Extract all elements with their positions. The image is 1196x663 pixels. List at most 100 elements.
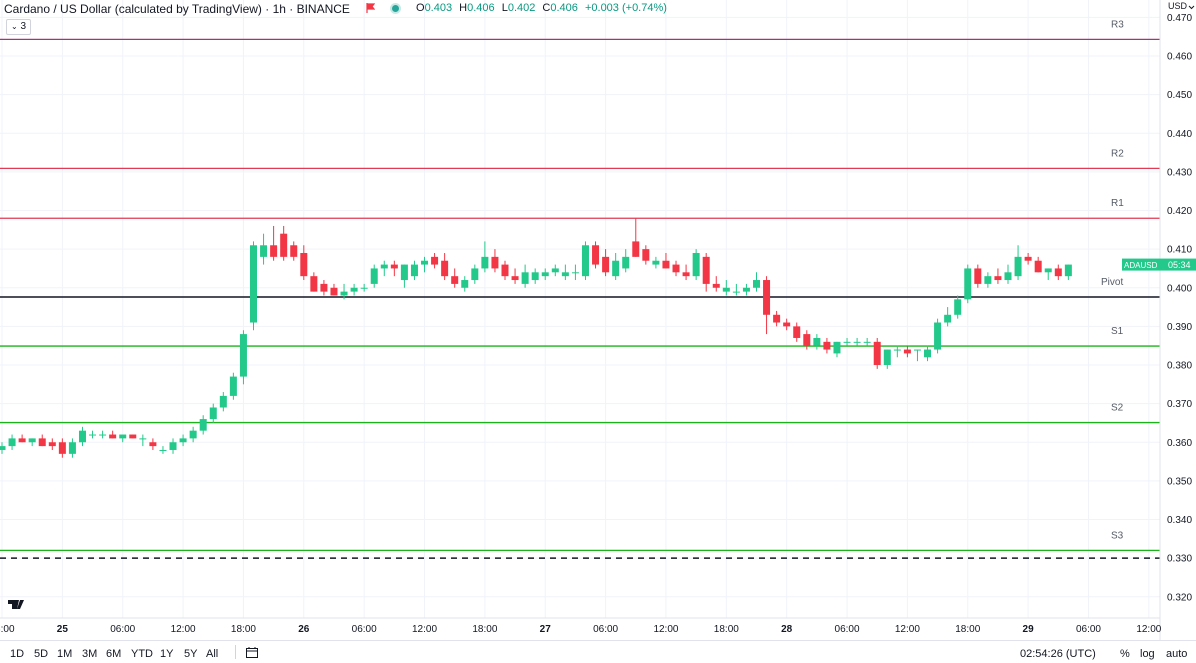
calendar-icon[interactable] [246, 647, 258, 658]
candle-body [1054, 268, 1062, 277]
candle-body [964, 268, 972, 300]
chart-grid [0, 0, 1160, 618]
candle-body [1004, 272, 1012, 281]
candle-body [400, 264, 408, 281]
candle-body [270, 245, 278, 257]
symbol-title[interactable]: Cardano / US Dollar (calculated by Tradi… [4, 2, 350, 16]
high-value: 0.406 [467, 2, 495, 14]
candle-body [974, 268, 982, 284]
change-value: +0.003 (+0.74%) [584, 2, 667, 14]
candle-body [722, 287, 730, 292]
candle-body [410, 264, 418, 277]
time-tick-label: 18:00 [955, 624, 980, 635]
candle-body [944, 314, 952, 323]
range-5d-button[interactable]: 5D [34, 648, 49, 660]
candle-body [18, 438, 26, 443]
level-label-s3: S3 [1111, 530, 1124, 541]
close-value: 0.406 [550, 2, 578, 14]
candle-body [89, 434, 97, 436]
range-all-button[interactable]: All [206, 648, 219, 660]
candle-body [954, 299, 962, 315]
utc-clock[interactable]: 02:54:26 (UTC) [1020, 648, 1096, 660]
candle-body [924, 349, 932, 358]
candle-body [632, 241, 640, 257]
candle-body [481, 256, 489, 269]
candle-body [1064, 264, 1072, 277]
candle-body [994, 276, 1002, 281]
toolbar-divider [235, 645, 236, 659]
candle-body [813, 337, 821, 346]
range-3m-button[interactable]: 3M [82, 648, 98, 660]
candle-body [511, 276, 519, 281]
currency-label: USD [1168, 1, 1188, 11]
auto-scale-toggle[interactable]: auto [1166, 648, 1188, 660]
candle-body [702, 256, 710, 284]
price-tick-label: 0.330 [1167, 554, 1192, 565]
candle-body [823, 341, 831, 350]
candle-body [239, 334, 247, 377]
candle-body [732, 291, 740, 293]
candle-body [300, 252, 308, 277]
price-tick-label: 0.410 [1167, 245, 1192, 256]
candlestick-series [0, 218, 1072, 458]
level-label-r3: R3 [1111, 19, 1124, 30]
range-ytd-button[interactable]: YTD [131, 648, 153, 660]
range-6m-button[interactable]: 6M [106, 648, 122, 660]
countdown-label: 05:34 [1168, 260, 1191, 270]
candle-body [873, 341, 881, 366]
time-tick-label: 12:00 [412, 624, 437, 635]
candle-body [189, 430, 197, 439]
market-status-dot-icon [392, 5, 399, 12]
range-5y-button[interactable]: 5Y [184, 648, 198, 660]
candle-body [179, 438, 187, 443]
time-tick-label: 06:00 [835, 624, 860, 635]
time-axis[interactable]: 18:00 25 06:00 12:00 18:00 26 06:00 12:00 18:00 2… [0, 617, 1162, 635]
candle-body [803, 334, 811, 346]
range-1d-button[interactable]: 1D [10, 648, 25, 660]
time-tick-label: 29 [1023, 624, 1035, 635]
tradingview-logo-icon [8, 600, 24, 609]
candle-body [773, 314, 781, 323]
candle-body [68, 442, 76, 454]
range-1y-button[interactable]: 1Y [160, 648, 174, 660]
candle-body [390, 264, 398, 269]
candle-body [662, 260, 670, 269]
price-axis[interactable]: USD 0.470 0.460 0.450 0.440 0.430 0.420 0.410 0.… [1122, 0, 1196, 640]
range-1m-button[interactable]: 1M [57, 648, 73, 660]
price-tick-label: 0.390 [1167, 322, 1192, 333]
log-scale-toggle[interactable]: log [1140, 648, 1155, 660]
candle-body [551, 268, 559, 273]
chevron-down-icon [1188, 5, 1195, 10]
candle-body [491, 256, 499, 269]
candle-body [883, 349, 891, 366]
time-tick-label: 18:00 [472, 624, 497, 635]
price-chart[interactable]: R3 R2 R1 Pivot S1 S2 S3 USD 0.470 0.460 0.450 0.44… [0, 0, 1196, 640]
time-tick-label: 26 [298, 624, 310, 635]
candle-body [0, 446, 6, 450]
price-tick-label: 0.380 [1167, 361, 1192, 372]
bottom-toolbar: 1D 5D 1M 3M 6M YTD 1Y 5Y All 02:54:26 (U… [0, 640, 1196, 663]
indicator-count: 3 [20, 21, 27, 32]
time-tick-label: 12:00 [653, 624, 678, 635]
candle-body [78, 430, 86, 443]
time-tick-label: 18:00 [231, 624, 256, 635]
candle-body [48, 442, 56, 447]
time-tick-label: 18:00 [0, 624, 15, 635]
candle-body [612, 260, 620, 277]
candle-body [984, 276, 992, 284]
candle-body [863, 341, 871, 343]
candle-body [531, 272, 539, 281]
candle-body [380, 264, 388, 269]
candle-body [28, 438, 36, 443]
level-label-s1: S1 [1111, 326, 1124, 337]
candle-body [682, 272, 690, 277]
candle-body [330, 287, 338, 296]
indicators-toggle-button[interactable]: ⌄ 3 [6, 19, 32, 35]
candle-body [340, 291, 348, 296]
candle-body [209, 407, 217, 420]
candle-body [229, 376, 237, 396]
candle-body [853, 341, 861, 343]
flag-icon[interactable] [366, 3, 375, 13]
symbol-tag-label: ADAUSD [1124, 261, 1158, 270]
percent-scale-toggle[interactable]: % [1120, 648, 1130, 660]
